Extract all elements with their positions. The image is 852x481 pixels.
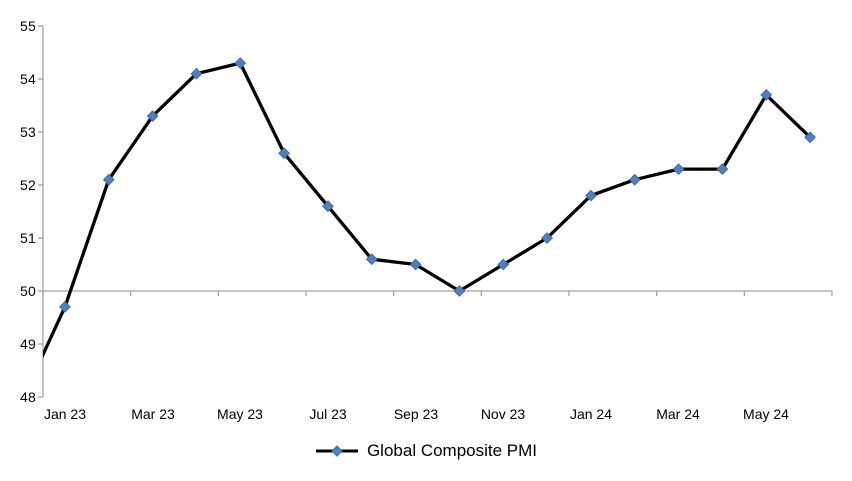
data-point-marker <box>804 131 816 144</box>
y-axis-tick-label: 53 <box>20 124 36 140</box>
legend-series-label: Global Composite PMI <box>366 441 538 460</box>
x-axis-tick-label: Jul 23 <box>309 406 347 422</box>
y-axis-tick-label: 55 <box>20 18 36 34</box>
x-axis-tick-label: Jan 24 <box>569 406 613 422</box>
y-axis-tick-label: 50 <box>20 283 36 299</box>
series-markers <box>59 57 816 313</box>
series-line <box>43 61 812 359</box>
data-point-marker <box>628 173 641 186</box>
x-axis-tick-label: Jan 23 <box>43 406 87 422</box>
y-axis-tick-label: 49 <box>20 336 36 352</box>
data-point-marker <box>234 57 247 70</box>
data-point-marker <box>322 200 334 213</box>
data-point-marker <box>672 163 685 176</box>
x-axis-tick-label: May 24 <box>743 406 789 422</box>
x-axis-tick-label: Sep 23 <box>393 406 439 422</box>
data-point-marker <box>541 232 553 244</box>
data-point-marker <box>409 258 422 271</box>
legend-marker-icon <box>315 445 358 457</box>
legend: Global Composite PMI <box>0 440 852 462</box>
data-point-marker <box>190 67 203 80</box>
y-axis-tick-label: 52 <box>20 177 36 193</box>
x-axis-tick-label: May 23 <box>217 406 263 422</box>
y-axis-tick-label: 48 <box>20 389 36 405</box>
x-axis-tick-label: Mar 24 <box>656 406 700 422</box>
data-point-marker <box>497 258 510 271</box>
data-point-marker <box>585 189 597 202</box>
x-axis-tick-label: Mar 23 <box>131 406 175 422</box>
y-axis-tick-label: 54 <box>20 71 36 87</box>
y-axis-tick-label: 51 <box>20 230 36 246</box>
data-point-marker <box>716 163 729 176</box>
data-point-marker <box>102 173 115 186</box>
data-point-marker <box>278 147 290 160</box>
data-point-marker <box>59 300 71 313</box>
data-point-marker <box>760 88 773 101</box>
x-axis-tick-label: Nov 23 <box>480 406 526 422</box>
legend-diamond-marker <box>331 445 343 457</box>
data-point-marker <box>146 110 159 123</box>
data-point-marker <box>365 253 378 266</box>
data-point-marker <box>453 285 466 297</box>
